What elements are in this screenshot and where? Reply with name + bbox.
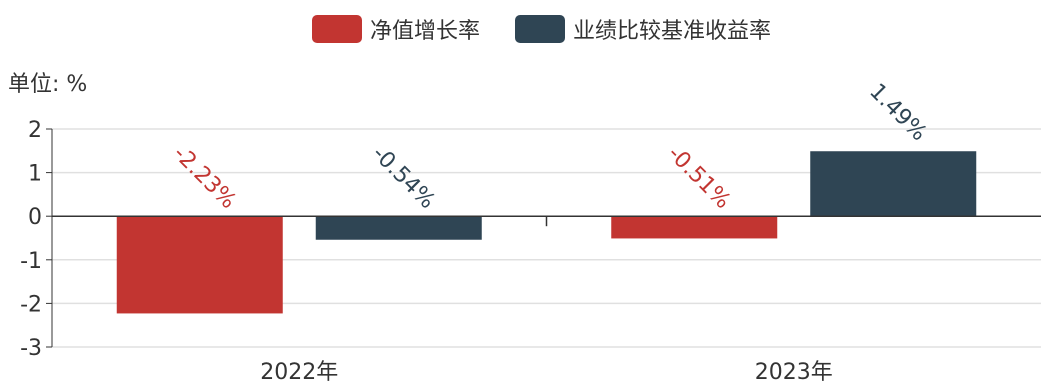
data-label: -2.23%: [168, 141, 241, 214]
legend: 净值增长率 业绩比较基准收益率: [312, 15, 771, 44]
y-tick-label: -2: [20, 292, 42, 317]
bar[interactable]: [116, 216, 283, 314]
legend-item-nav-growth[interactable]: 净值增长率: [312, 15, 480, 44]
y-tick-label: -3: [20, 336, 42, 361]
y-tick-label: -1: [20, 249, 42, 274]
x-axis-category-label: 2022年: [260, 360, 338, 383]
legend-item-benchmark[interactable]: 业绩比较基准收益率: [515, 15, 771, 44]
legend-swatch-benchmark: [515, 15, 565, 43]
legend-swatch-nav-growth: [312, 15, 362, 43]
data-label: -0.51%: [662, 141, 735, 214]
y-axis-unit-label: 单位: %: [8, 72, 87, 97]
bar[interactable]: [315, 216, 482, 240]
legend-label-benchmark: 业绩比较基准收益率: [573, 19, 771, 44]
y-tick-label: 2: [28, 118, 42, 143]
y-axis-ticks: 2 1 0 -1 -2 -3: [20, 118, 52, 361]
data-label: 1.49%: [864, 79, 931, 146]
bars: [116, 151, 977, 314]
bar[interactable]: [810, 151, 977, 217]
legend-label-nav-growth: 净值增长率: [370, 19, 480, 44]
y-tick-label: 1: [28, 162, 42, 187]
x-axis-labels: 2022年 2023年: [260, 360, 833, 383]
x-axis-category-label: 2023年: [755, 360, 833, 383]
y-tick-label: 0: [28, 205, 42, 230]
data-label: -0.54%: [367, 141, 440, 214]
bar[interactable]: [611, 216, 778, 239]
